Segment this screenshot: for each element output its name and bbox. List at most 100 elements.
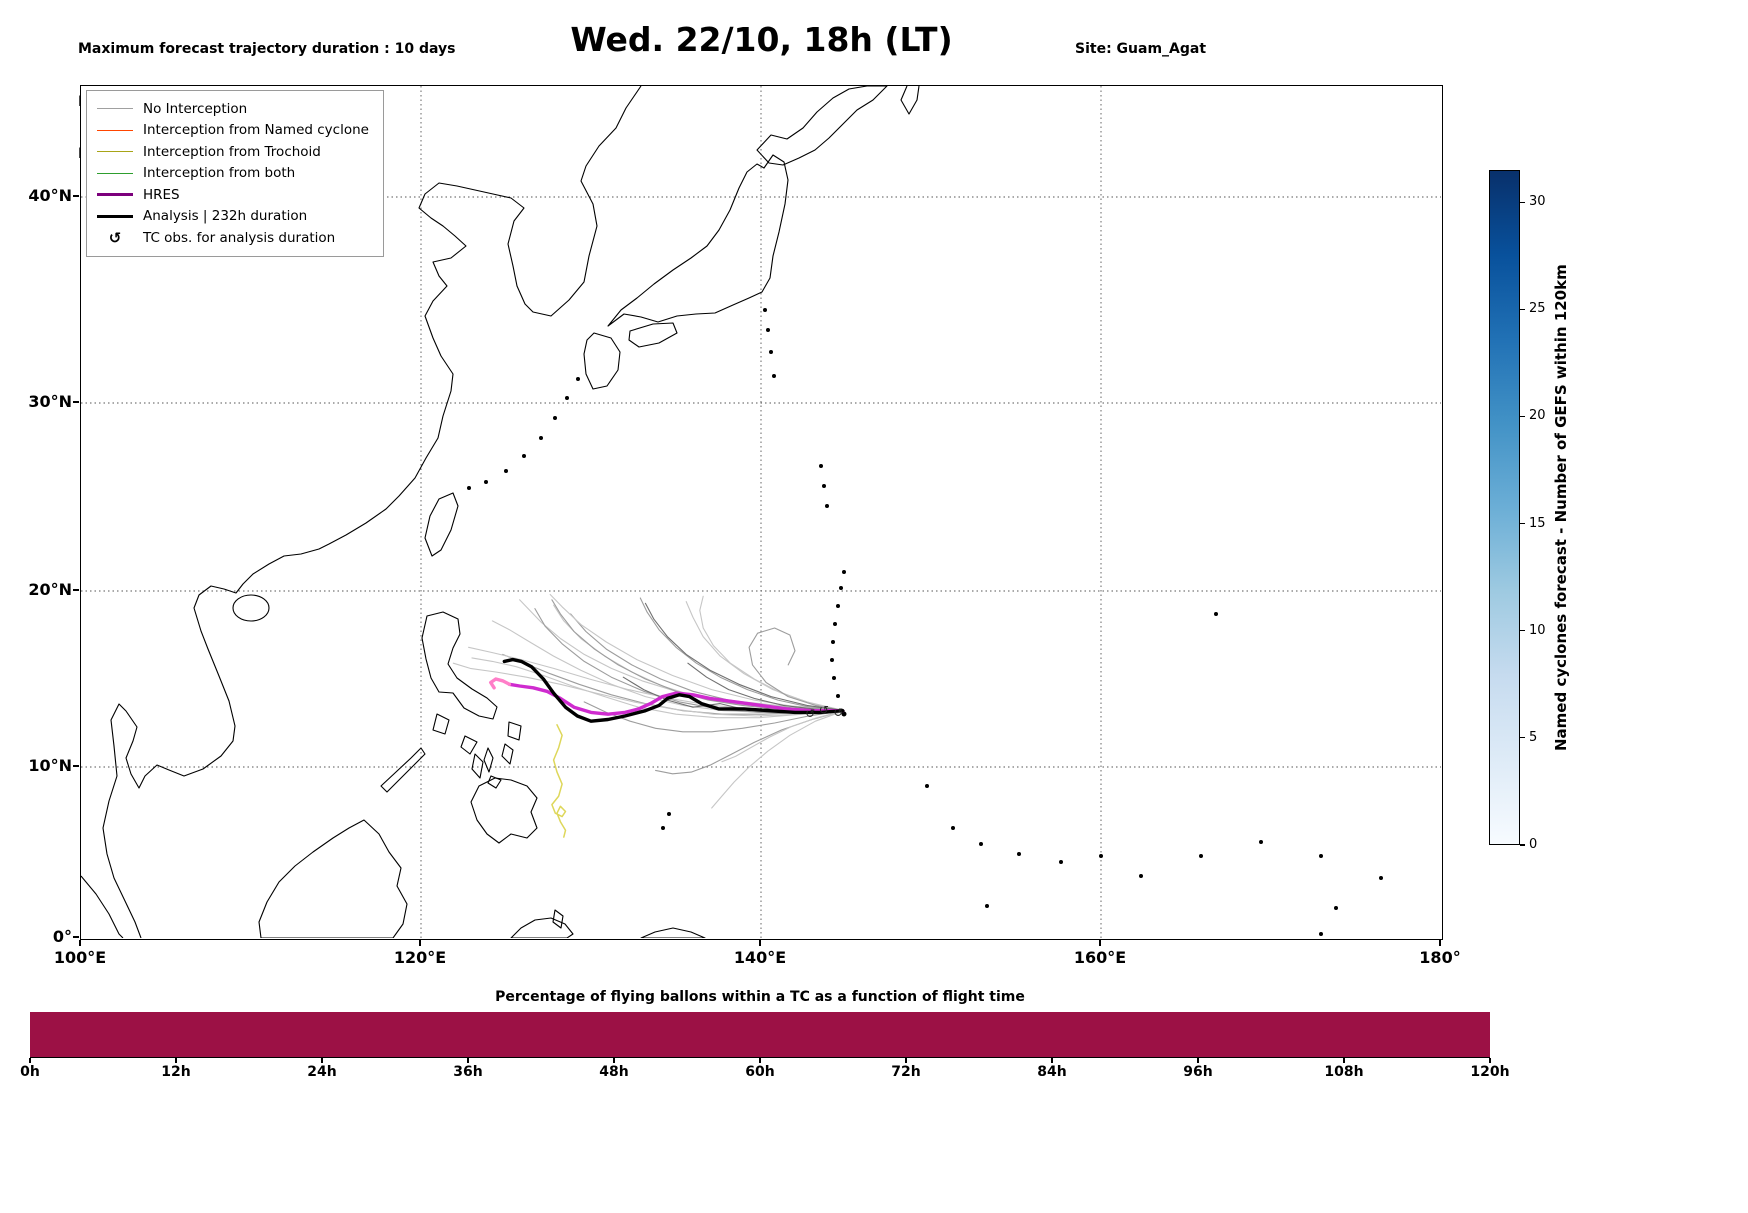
- colorbar-tick-label: 10: [1529, 622, 1546, 638]
- trajectory-gefs-06-no-interception: [685, 601, 845, 712]
- legend-line-swatch: [97, 151, 133, 153]
- legend-item: HRES: [97, 184, 369, 206]
- legend-item-label: HRES: [143, 186, 180, 203]
- bottom-axis-tick-mark: [1197, 1058, 1199, 1063]
- bottom-axis-tick-mark: [1343, 1058, 1345, 1063]
- coastline-hainan: [232, 594, 270, 622]
- y-axis-tick-mark: [73, 401, 79, 403]
- tc-obs-marker: ↺: [833, 705, 843, 719]
- bottom-axis-tick-label: 0h: [20, 1064, 40, 1080]
- legend-item-label: TC obs. for analysis duration: [143, 229, 336, 246]
- trajectory-gefs-01-no-interception: [519, 599, 845, 712]
- bottom-axis-tick-mark: [175, 1058, 177, 1063]
- x-axis-tick-label: 120°E: [393, 948, 447, 967]
- tc-obs-legend-icon: ↺: [97, 229, 133, 247]
- x-axis-tick-mark: [1439, 940, 1441, 946]
- tc-obs-marker: ↺: [805, 706, 815, 720]
- bottom-chart-title: Percentage of flying ballons within a TC…: [495, 989, 1025, 1005]
- y-axis-tick-label: 20°N: [28, 580, 72, 599]
- legend-item-label: Analysis | 232h duration: [143, 208, 308, 225]
- legend-item: Interception from Named cyclone: [97, 120, 369, 142]
- coastline-hokkaido: [756, 86, 888, 166]
- bottom-axis-tick-mark: [1489, 1058, 1491, 1063]
- legend-item: No Interception: [97, 98, 369, 120]
- trajectory-hres-final-segment: [489, 677, 512, 690]
- coastline-negros: [471, 753, 484, 779]
- legend-line: [97, 129, 133, 131]
- coastline-palawan: [380, 747, 426, 793]
- trajectory-hres: [507, 682, 845, 716]
- bottom-chart-axes: [30, 1012, 1490, 1058]
- coastline-sakhalin: [900, 86, 920, 115]
- coastline-new-guinea: [640, 927, 706, 938]
- trajectory-gefs-15-no-interception: [748, 627, 845, 712]
- bottom-axis-tick-mark: [29, 1058, 31, 1063]
- legend-line: [97, 172, 133, 174]
- map-canvas: ↺ ↺ ↺: [81, 86, 1441, 938]
- colorbar-tick-label: 20: [1529, 408, 1546, 424]
- bottom-axis-tick-label: 72h: [891, 1064, 921, 1080]
- y-axis-tick-label: 10°N: [28, 756, 72, 775]
- y-axis-tick-mark: [73, 589, 79, 591]
- legend-item-label: Interception from Trochoid: [143, 143, 321, 160]
- trajectory-gefs-19-no-interception: [452, 662, 845, 717]
- island-dots: [467, 308, 1383, 936]
- legend-line: [97, 108, 133, 110]
- coastline-shikoku: [628, 322, 678, 348]
- legend-line: [97, 193, 133, 197]
- legend-item-label: Interception from both: [143, 165, 296, 182]
- x-axis-tick-mark: [759, 940, 761, 946]
- coastline-mindanao: [470, 777, 538, 844]
- trajectory-gefs-05-no-interception: [699, 595, 845, 712]
- x-axis-tick-label: 180°: [1419, 948, 1461, 967]
- bottom-axis-tick-mark: [321, 1058, 323, 1063]
- counterclockwise-arrow-icon: ↺: [108, 228, 122, 247]
- trajectory-interception-from-trochoid: [551, 724, 567, 838]
- colorbar-tick-label: 25: [1529, 301, 1546, 317]
- coastline-samar: [507, 721, 522, 741]
- y-axis-tick-mark: [73, 195, 79, 197]
- legend-item-label: No Interception: [143, 100, 248, 117]
- colorbar-label: Named cyclones forecast - Number of GEFS…: [1552, 264, 1570, 751]
- map-legend: No Interception Interception from Named c…: [86, 90, 384, 257]
- legend-line: [97, 214, 133, 218]
- legend-item: Interception from Trochoid: [97, 141, 369, 163]
- trajectory-gefs-12-no-interception: [655, 710, 845, 775]
- legend-item-label: Interception from Named cyclone: [143, 122, 369, 139]
- trajectory-gefs-04-no-interception: [471, 657, 845, 719]
- bottom-axis-tick-mark: [613, 1058, 615, 1063]
- y-axis-tick-label: 40°N: [28, 186, 72, 205]
- coastline-taiwan: [424, 492, 459, 557]
- colorbar-tick-label: 0: [1529, 837, 1538, 852]
- coastline-cebu: [483, 747, 494, 773]
- x-axis-tick-label: 140°E: [733, 948, 787, 967]
- bottom-axis-tick-label: 12h: [161, 1064, 191, 1080]
- colorbar-tick-mark: [1520, 522, 1525, 525]
- map-panel: ↺ ↺ ↺ No Interception Interception from Nam…: [80, 85, 1443, 940]
- coastline-honshu: [607, 154, 789, 327]
- colorbar-tick-mark: [1520, 844, 1525, 846]
- x-axis-tick-label: 160°E: [1073, 948, 1127, 967]
- coastline-kyushu: [583, 332, 621, 390]
- coastline-leyte: [501, 743, 514, 765]
- colorbar-tick-mark: [1520, 308, 1525, 310]
- x-axis-tick-mark: [1099, 940, 1101, 946]
- bottom-axis-tick-mark: [467, 1058, 469, 1063]
- y-axis-tick-mark: [73, 936, 79, 938]
- bottom-axis-tick-label: 24h: [307, 1064, 337, 1080]
- coastline-sulawesi: [510, 917, 574, 938]
- colorbar-tick-mark: [1520, 201, 1525, 203]
- legend-line-swatch: [97, 193, 133, 197]
- y-axis-tick-mark: [73, 765, 79, 767]
- bottom-axis-tick-label: 48h: [599, 1064, 629, 1080]
- bottom-axis-tick-label: 60h: [745, 1064, 775, 1080]
- y-axis-tick-label: 30°N: [28, 392, 72, 411]
- colorbar-tick-mark: [1520, 737, 1525, 739]
- x-axis-tick-label: 100°E: [53, 948, 107, 967]
- y-axis-tick-label: 0°: [52, 927, 72, 946]
- bottom-axis-tick-mark: [759, 1058, 761, 1063]
- coastline-luzon: [421, 611, 498, 720]
- trajectory-gefs-18-no-interception: [687, 662, 845, 712]
- coastline-sumatra: [81, 875, 124, 938]
